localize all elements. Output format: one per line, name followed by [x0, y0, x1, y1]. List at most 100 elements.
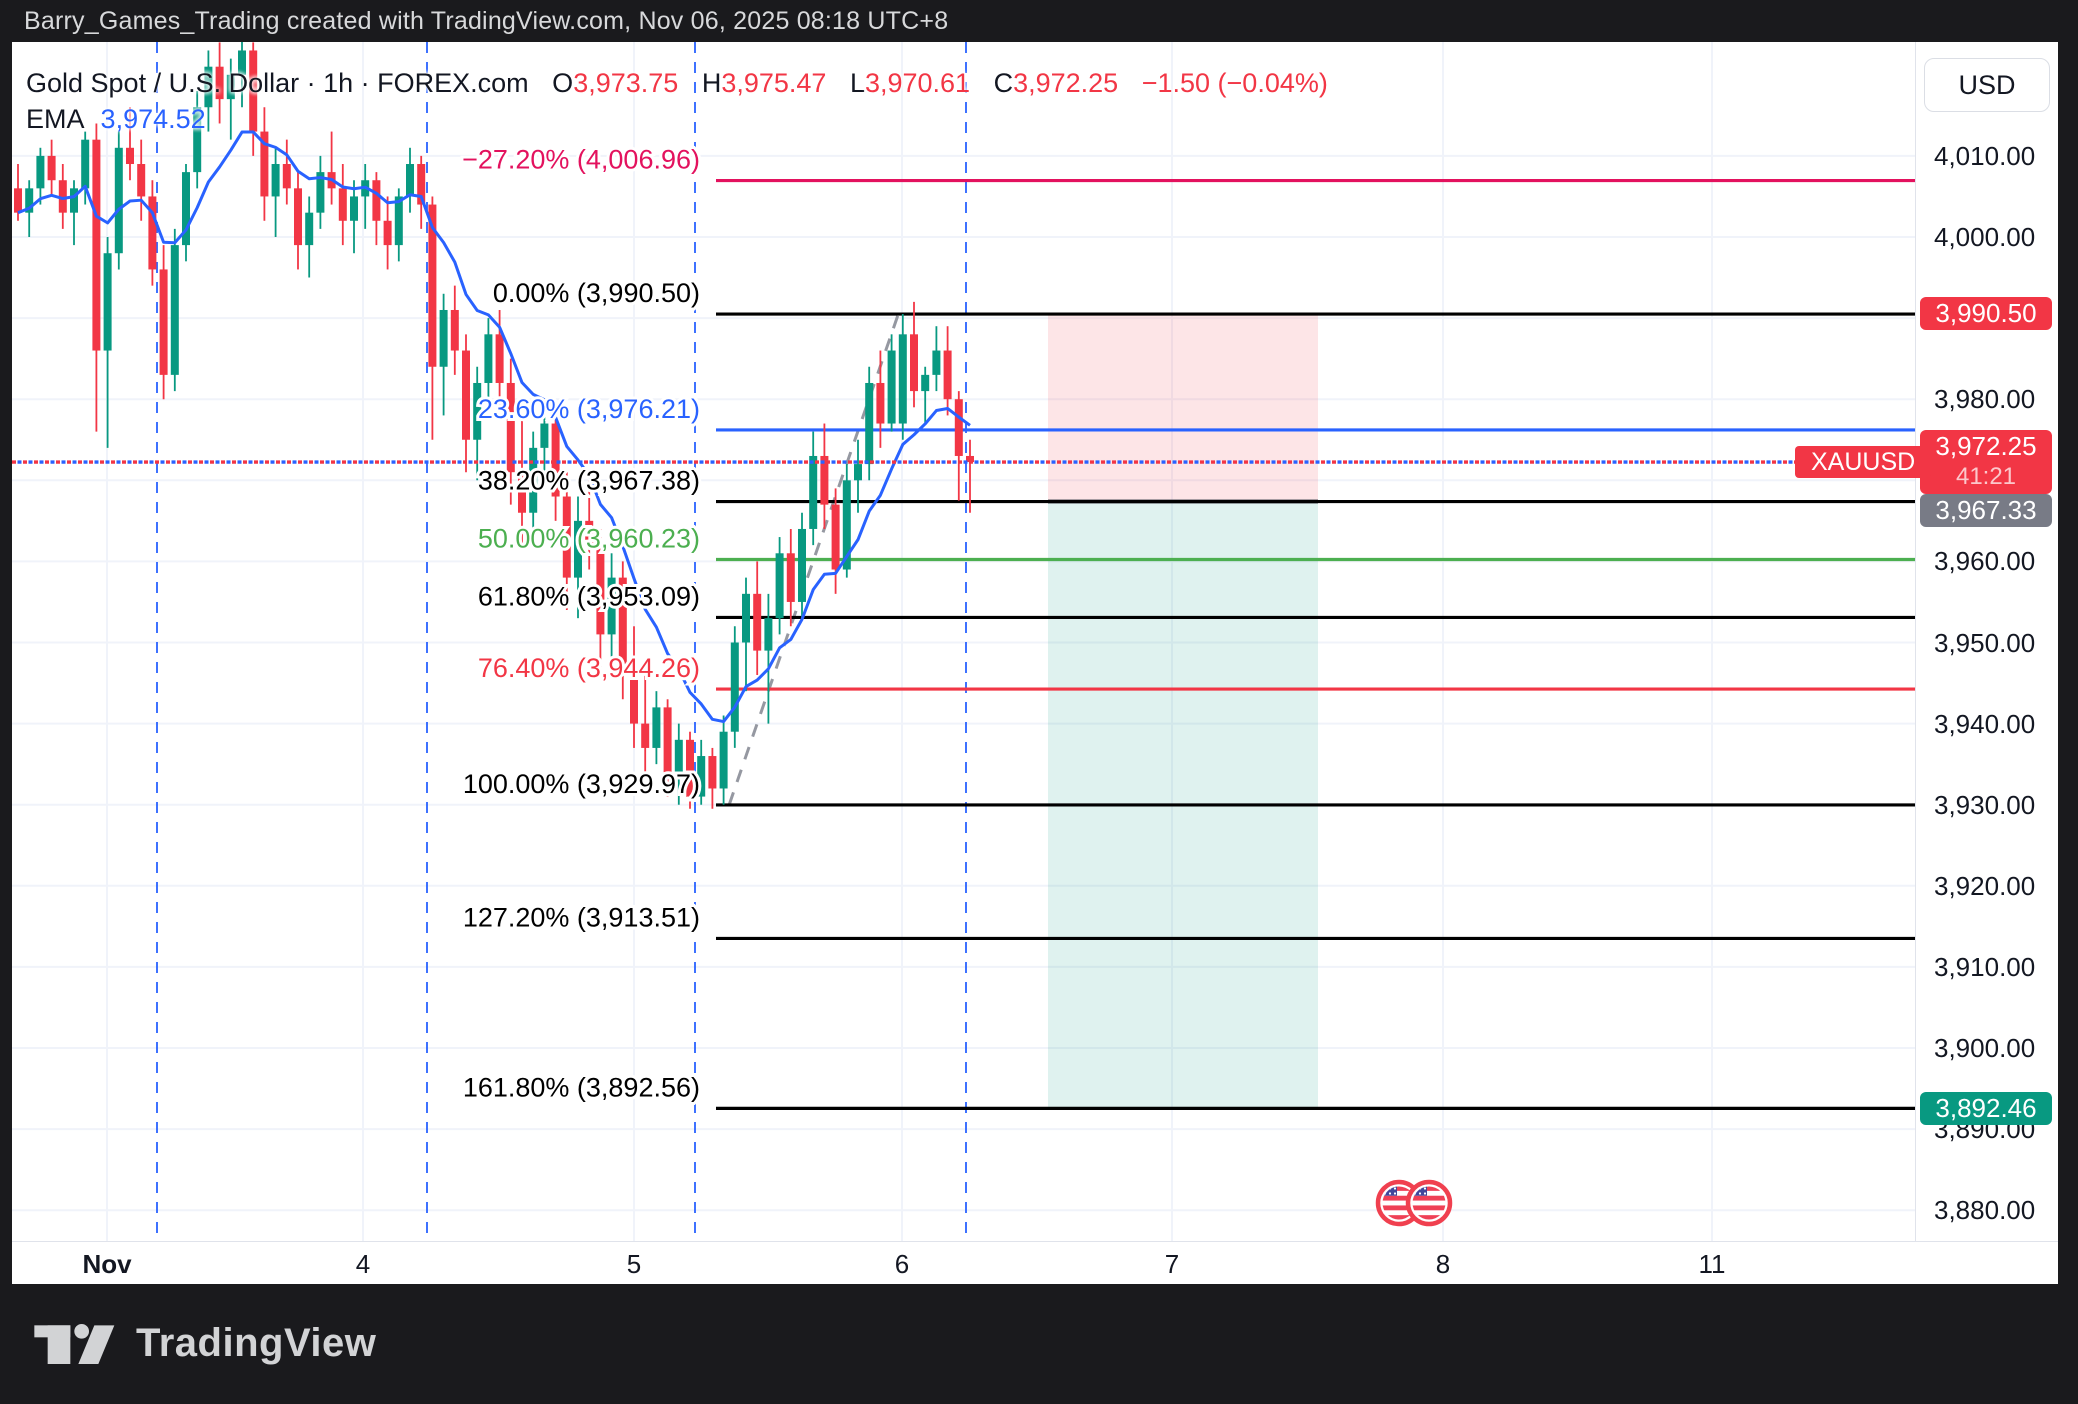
candle-body: [394, 196, 403, 246]
fib-level-label: 100.00% (3,929.97): [463, 769, 700, 799]
candle-body: [226, 74, 235, 100]
candle-body: [596, 545, 605, 635]
candle-body: [81, 139, 90, 189]
candle-body: [943, 350, 952, 400]
candle-body: [182, 172, 190, 246]
fib-level-label: 50.00% (3,960.23): [478, 524, 700, 554]
price-axis-label: 3,900.00: [1934, 1033, 2036, 1063]
candle-body: [876, 382, 885, 424]
candle-body: [350, 196, 358, 221]
low-label: L3,970.61: [849, 68, 971, 98]
time-axis-label: 7: [1164, 1249, 1180, 1279]
candle-body: [719, 731, 728, 789]
symbol-title: Gold Spot / U.S. Dollar · 1h · FOREX.com: [26, 68, 529, 98]
candle-body: [775, 553, 784, 619]
price-axis[interactable]: USD 4,010.00 4,000.00 3,980.00 3,960.00 3,95…: [1916, 42, 2058, 1241]
price-axis-label: 3,920.00: [1934, 870, 2036, 901]
candle-body: [92, 139, 101, 351]
candle-body: [484, 334, 493, 383]
footer-bar: TradingView: [0, 1283, 2078, 1404]
candle-body: [708, 756, 717, 789]
candle-body: [372, 180, 381, 221]
symbol-price-flag: XAUUSD: [1795, 446, 1932, 479]
fib-level-label: −27.20% (4,006.96): [462, 145, 700, 175]
candle-body: [103, 253, 112, 351]
price-badge: 3,990.50: [1920, 297, 2052, 331]
tradingview-logo-icon: [34, 1323, 115, 1364]
tradingview-logo-text: TradingView: [136, 1321, 377, 1365]
candle-body: [462, 350, 470, 440]
candle-body: [282, 164, 291, 189]
candle-body: [630, 674, 638, 724]
fib-level-label: 23.60% (3,976.21): [478, 394, 700, 424]
candle-body: [518, 472, 526, 513]
open-label: O3,973.75: [552, 68, 679, 98]
close-value: 3,972.25: [1013, 68, 1119, 98]
candle-body: [898, 334, 907, 424]
candle-body: [663, 707, 672, 773]
candle-body: [428, 204, 437, 367]
candle-body: [450, 309, 459, 351]
candle-body: [753, 593, 762, 651]
candle-body: [249, 50, 258, 132]
candle-body: [798, 528, 806, 602]
candle-body: [193, 107, 202, 173]
candle-body: [641, 723, 650, 748]
candle-body: [574, 520, 582, 578]
candle-body: [25, 188, 34, 213]
price-axis-label: 3,930.00: [1934, 789, 2036, 820]
price-axis-label: 3,940.00: [1934, 708, 2036, 739]
us-flag-event-icon[interactable]: [1405, 1179, 1453, 1227]
price-axis-label: 4,010.00: [1934, 140, 2036, 171]
price-axis-label: 3,910.00: [1934, 951, 2036, 982]
candle-body: [439, 309, 448, 367]
price-badge: 3,892.46: [1920, 1092, 2052, 1126]
open-value: 3,973.75: [573, 68, 679, 98]
price-badge: 3,967.33: [1920, 494, 2052, 528]
time-axis[interactable]: Nov 4 5 6 7 8 11: [12, 1241, 2058, 1284]
fib-level-label: 161.80% (3,892.56): [463, 1072, 700, 1102]
candle-body: [204, 66, 213, 108]
chart-plot-area[interactable]: −27.20% (4,006.96) 0.00% (3,990.50) 23.60%…: [12, 42, 1932, 1241]
ema-line: [17, 130, 971, 724]
candle-body: [238, 50, 246, 75]
high-value: 3,975.47: [721, 68, 827, 98]
candle-body: [686, 739, 694, 797]
candle-body: [865, 382, 874, 465]
price-axis-label: 3,980.00: [1934, 384, 2036, 415]
candle-body: [159, 269, 168, 375]
candle-body: [966, 455, 974, 463]
candle-body: [260, 131, 269, 197]
currency-toggle-button[interactable]: USD: [1924, 58, 2050, 112]
candle-body: [383, 220, 392, 246]
candle-body: [529, 447, 538, 513]
price-axis-label: 3,880.00: [1934, 1195, 2036, 1226]
candle-body: [932, 350, 941, 375]
symbol-header: Gold Spot / U.S. Dollar · 1h · FOREX.com…: [26, 68, 1328, 99]
candle-body: [809, 455, 818, 529]
candle-body: [271, 164, 280, 197]
candle-body: [764, 618, 773, 651]
time-axis-label: Nov: [82, 1249, 132, 1279]
candle-body: [854, 464, 862, 481]
fib-level-label: 76.40% (3,944.26): [478, 653, 700, 683]
candle-body: [551, 423, 560, 497]
price-axis-label: 4,000.00: [1934, 222, 2036, 252]
time-axis-label: 8: [1435, 1249, 1451, 1279]
candle-body: [585, 520, 594, 546]
candle-body: [697, 756, 706, 797]
high-label: H3,975.47: [701, 68, 827, 98]
candle-body: [70, 188, 78, 213]
close-label: C3,972.25: [993, 68, 1119, 98]
candlestick-chart[interactable]: −27.20% (4,006.96) 0.00% (3,990.50) 23.60%…: [12, 42, 1915, 1241]
candle-body: [887, 350, 896, 424]
price-badge: 3,972.25 41:21: [1920, 430, 2052, 495]
candle-body: [294, 188, 302, 246]
candle-body: [506, 382, 515, 473]
candle-body: [562, 496, 571, 578]
fib-level-label: 61.80% (3,953.09): [478, 581, 700, 611]
candle-body: [652, 707, 661, 748]
time-axis-label: 4: [355, 1249, 371, 1279]
candle-body: [47, 155, 56, 181]
